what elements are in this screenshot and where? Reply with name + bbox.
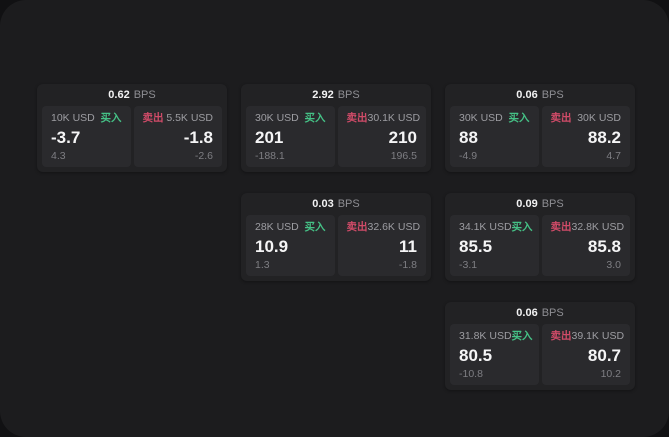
bps-unit-label: BPS [541,89,564,101]
card-header: 0.09 BPS [450,193,630,215]
quote-card[interactable]: 0.06 BPS 31.8K USD 买入 80.5 -10.8 卖出 39.1… [445,302,635,390]
card-body: 10K USD 买入 -3.7 4.3 卖出 5.5K USD -1.8 -2.… [42,106,222,167]
sell-amount: 30.1K USD [367,112,421,124]
card-header: 0.62 BPS [42,84,222,106]
card-header: 0.06 BPS [450,84,630,106]
sell-panel[interactable]: 卖出 39.1K USD 80.7 10.2 [541,324,630,385]
card-header: 0.03 BPS [246,193,426,215]
buy-price: 80.5 [459,345,493,365]
bps-unit-label: BPS [541,198,564,210]
card-body: 30K USD 买入 88 -4.9 卖出 30K USD 88.2 4.7 [450,106,630,167]
card-header: 2.92 BPS [246,84,426,106]
buy-panel[interactable]: 30K USD 买入 201 -188.1 [246,106,335,167]
sell-label: 卖出 [550,112,572,124]
sell-price: 11 [399,236,417,256]
bps-value: 0.03 [312,198,334,210]
sell-delta: 3.0 [606,259,621,271]
sell-panel[interactable]: 卖出 30K USD 88.2 4.7 [541,106,630,167]
bps-unit-label: BPS [337,198,360,210]
bps-value: 0.62 [108,89,130,101]
buy-amount: 34.1K USD [459,221,512,233]
sell-amount: 5.5K USD [166,112,213,124]
bps-value: 0.09 [516,198,538,210]
buy-panel[interactable]: 34.1K USD 买入 85.5 -3.1 [450,215,539,276]
sell-label: 卖出 [550,330,572,342]
buy-label: 买入 [511,221,533,233]
buy-label: 买入 [100,112,122,124]
buy-price: 88 [459,127,478,147]
sell-delta: 10.2 [600,368,621,380]
bps-value: 2.92 [312,89,334,101]
card-body: 34.1K USD 买入 85.5 -3.1 卖出 32.8K USD 85.8… [450,215,630,276]
buy-price: -3.7 [51,127,81,147]
buy-label: 买入 [511,330,533,342]
bps-unit-label: BPS [133,89,156,101]
buy-delta: -4.9 [459,150,478,162]
sell-label: 卖出 [142,112,164,124]
sell-label: 卖出 [550,221,572,233]
quote-card[interactable]: 0.09 BPS 34.1K USD 买入 85.5 -3.1 卖出 32.8K… [445,193,635,281]
buy-label: 买入 [304,221,326,233]
sell-price: -1.8 [183,127,213,147]
buy-panel[interactable]: 31.8K USD 买入 80.5 -10.8 [450,324,539,385]
sell-delta: -2.6 [194,150,213,162]
bps-unit-label: BPS [541,307,564,319]
sell-price: 80.7 [587,345,621,365]
card-body: 31.8K USD 买入 80.5 -10.8 卖出 39.1K USD 80.… [450,324,630,385]
sell-amount: 32.8K USD [571,221,625,233]
sell-amount: 39.1K USD [571,330,625,342]
bps-value: 0.06 [516,89,538,101]
buy-delta: -3.1 [459,259,478,271]
buy-amount: 10K USD [51,112,95,124]
sell-delta: 196.5 [390,150,417,162]
buy-amount: 30K USD [459,112,503,124]
card-body: 28K USD 买入 10.9 1.3 卖出 32.6K USD 11 -1.8 [246,215,426,276]
bps-value: 0.06 [516,307,538,319]
buy-delta: -188.1 [255,150,285,162]
buy-amount: 28K USD [255,221,299,233]
card-body: 30K USD 买入 201 -188.1 卖出 30.1K USD 210 1… [246,106,426,167]
buy-panel[interactable]: 30K USD 买入 88 -4.9 [450,106,539,167]
sell-label: 卖出 [346,221,368,233]
sell-amount: 32.6K USD [367,221,421,233]
sell-panel[interactable]: 卖出 32.8K USD 85.8 3.0 [541,215,630,276]
buy-price: 201 [255,127,284,147]
sell-price: 88.2 [587,127,621,147]
bps-unit-label: BPS [337,89,360,101]
buy-panel[interactable]: 10K USD 买入 -3.7 4.3 [42,106,131,167]
sell-price: 210 [388,127,417,147]
quote-card[interactable]: 0.03 BPS 28K USD 买入 10.9 1.3 卖出 32.6K US… [241,193,431,281]
sell-panel[interactable]: 卖出 30.1K USD 210 196.5 [337,106,426,167]
sell-panel[interactable]: 卖出 32.6K USD 11 -1.8 [337,215,426,276]
buy-label: 买入 [508,112,530,124]
card-header: 0.06 BPS [450,302,630,324]
sell-delta: -1.8 [398,259,417,271]
buy-price: 10.9 [255,236,289,256]
sell-price: 85.8 [587,236,621,256]
buy-delta: 4.3 [51,150,66,162]
sell-panel[interactable]: 卖出 5.5K USD -1.8 -2.6 [133,106,222,167]
buy-panel[interactable]: 28K USD 买入 10.9 1.3 [246,215,335,276]
buy-delta: -10.8 [459,368,483,380]
buy-amount: 30K USD [255,112,299,124]
sell-label: 卖出 [346,112,368,124]
sell-delta: 4.7 [606,150,621,162]
quote-card[interactable]: 2.92 BPS 30K USD 买入 201 -188.1 卖出 30.1K … [241,84,431,172]
buy-price: 85.5 [459,236,493,256]
sell-amount: 30K USD [577,112,621,124]
buy-amount: 31.8K USD [459,330,512,342]
quote-card[interactable]: 0.06 BPS 30K USD 买入 88 -4.9 卖出 30K USD 8… [445,84,635,172]
buy-delta: 1.3 [255,259,270,271]
quote-card[interactable]: 0.62 BPS 10K USD 买入 -3.7 4.3 卖出 5.5K USD… [37,84,227,172]
buy-label: 买入 [304,112,326,124]
